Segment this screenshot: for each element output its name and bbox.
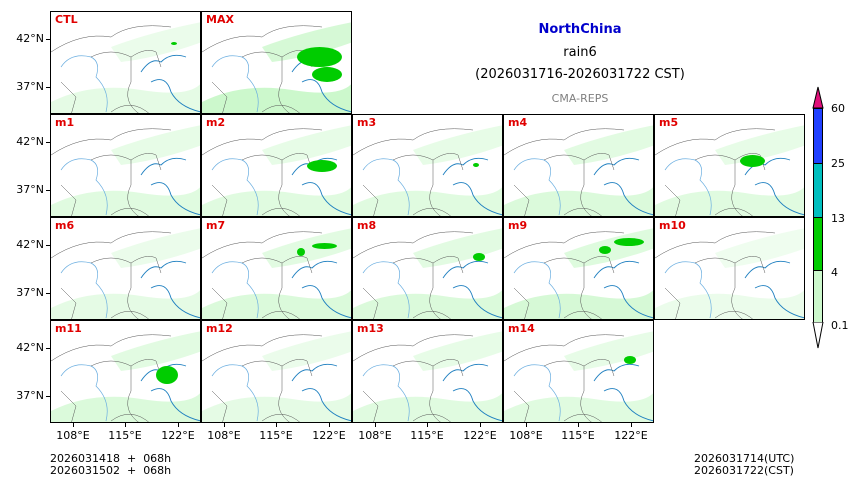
x-tick-mark xyxy=(73,423,74,427)
panel-label: m4 xyxy=(508,116,528,129)
x-tick-label: 115°E xyxy=(108,429,142,442)
panel-label: m1 xyxy=(55,116,75,129)
y-tick-mark xyxy=(46,39,50,40)
colorbar-level-label: 0.1 xyxy=(831,319,849,332)
x-tick-label: 122°E xyxy=(614,429,648,442)
map-panel-m5: m5 xyxy=(654,114,805,217)
y-tick-label: 37°N xyxy=(16,389,44,402)
x-tick-label: 122°E xyxy=(312,429,346,442)
init-time-2: 2026031502 + 068h xyxy=(50,464,172,477)
x-tick-label: 108°E xyxy=(207,429,241,442)
x-tick-mark xyxy=(578,423,579,427)
panel-label: m10 xyxy=(659,219,686,232)
colorbar-under-arrow xyxy=(812,322,824,349)
y-tick-mark xyxy=(46,396,50,397)
panel-label: m3 xyxy=(357,116,377,129)
x-tick-label: 122°E xyxy=(161,429,195,442)
x-tick-label: 108°E xyxy=(358,429,392,442)
colorbar-level-label: 4 xyxy=(831,266,838,279)
panel-label: m11 xyxy=(55,322,82,335)
map-panel-m14: m14 xyxy=(503,320,654,423)
colorbar-level-label: 60 xyxy=(831,102,845,115)
panel-label: m5 xyxy=(659,116,679,129)
x-tick-mark xyxy=(224,423,225,427)
init-time-1: 2026031418 + 068h xyxy=(50,452,172,465)
map-panel-m9: m9 xyxy=(503,217,654,320)
map-panel-m8: m8 xyxy=(352,217,503,320)
y-tick-mark xyxy=(46,87,50,88)
y-tick-label: 42°N xyxy=(16,238,44,251)
colorbar-segment xyxy=(813,163,823,217)
x-tick-label: 115°E xyxy=(259,429,293,442)
y-tick-label: 37°N xyxy=(16,80,44,93)
x-tick-label: 115°E xyxy=(561,429,595,442)
colorbar-level-label: 13 xyxy=(831,212,845,225)
map-panel-m3: m3 xyxy=(352,114,503,217)
panel-label: CTL xyxy=(55,13,78,26)
y-tick-label: 42°N xyxy=(16,341,44,354)
panel-label: m7 xyxy=(206,219,226,232)
map-panel-m6: m6 xyxy=(50,217,201,320)
y-tick-mark xyxy=(46,190,50,191)
colorbar-level-label: 25 xyxy=(831,157,845,170)
x-tick-label: 108°E xyxy=(56,429,90,442)
model-title: CMA-REPS xyxy=(551,92,609,105)
x-tick-mark xyxy=(125,423,126,427)
x-tick-mark xyxy=(329,423,330,427)
y-tick-label: 42°N xyxy=(16,135,44,148)
colorbar-segment xyxy=(813,108,823,163)
y-tick-mark xyxy=(46,142,50,143)
y-tick-label: 42°N xyxy=(16,32,44,45)
map-panel-max: MAX xyxy=(201,11,352,114)
panel-label: m8 xyxy=(357,219,377,232)
map-panel-m10: m10 xyxy=(654,217,805,320)
x-tick-mark xyxy=(276,423,277,427)
y-tick-mark xyxy=(46,245,50,246)
x-tick-label: 122°E xyxy=(463,429,497,442)
region-title: NorthChina xyxy=(538,22,622,37)
y-tick-mark xyxy=(46,348,50,349)
x-tick-label: 115°E xyxy=(410,429,444,442)
panel-label: m12 xyxy=(206,322,233,335)
colorbar-segment xyxy=(813,217,823,270)
period-title: (2026031716-2026031722 CST) xyxy=(475,67,685,82)
map-panel-m4: m4 xyxy=(503,114,654,217)
variable-title: rain6 xyxy=(563,45,597,60)
y-tick-label: 37°N xyxy=(16,183,44,196)
valid-time-cst: 2026031722(CST) xyxy=(694,464,794,477)
y-tick-mark xyxy=(46,293,50,294)
panel-label: m6 xyxy=(55,219,75,232)
map-panel-m7: m7 xyxy=(201,217,352,320)
colorbar-over-arrow xyxy=(812,86,824,109)
panel-label: m9 xyxy=(508,219,528,232)
x-tick-mark xyxy=(631,423,632,427)
x-tick-mark xyxy=(178,423,179,427)
colorbar-segment xyxy=(813,270,823,322)
x-tick-mark xyxy=(427,423,428,427)
valid-time-utc: 2026031714(UTC) xyxy=(694,452,795,465)
map-panel-ctl: CTL xyxy=(50,11,201,114)
panel-label: m13 xyxy=(357,322,384,335)
map-panel-m1: m1 xyxy=(50,114,201,217)
map-panel-m13: m13 xyxy=(352,320,503,423)
x-tick-mark xyxy=(526,423,527,427)
map-panel-m2: m2 xyxy=(201,114,352,217)
map-panel-m11: m11 xyxy=(50,320,201,423)
panel-label: MAX xyxy=(206,13,234,26)
panel-label: m2 xyxy=(206,116,226,129)
panel-label: m14 xyxy=(508,322,535,335)
x-tick-label: 108°E xyxy=(509,429,543,442)
map-panel-m12: m12 xyxy=(201,320,352,423)
x-tick-mark xyxy=(375,423,376,427)
y-tick-label: 37°N xyxy=(16,286,44,299)
x-tick-mark xyxy=(480,423,481,427)
